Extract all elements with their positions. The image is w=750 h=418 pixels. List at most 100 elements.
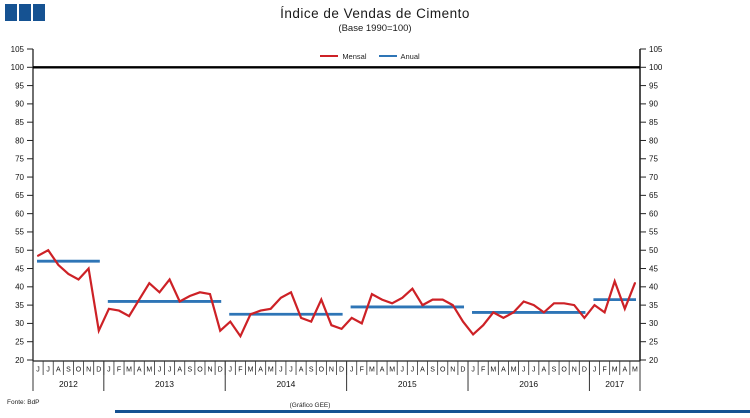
x-axis-month-label: J	[158, 367, 162, 374]
x-axis-month-label: F	[360, 367, 364, 374]
y-axis-label-right: 20	[649, 356, 658, 365]
x-axis-month-label: S	[187, 367, 192, 374]
x-axis-month-label: J	[350, 367, 354, 374]
logo	[5, 4, 45, 21]
x-axis-month-label: N	[208, 367, 213, 374]
x-axis-month-label: J	[229, 367, 233, 374]
y-axis-label-right: 60	[649, 209, 658, 218]
x-axis-month-label: M	[146, 367, 152, 374]
y-axis-label-right: 40	[649, 283, 658, 292]
footer-credit: (Gráfico GEE)	[289, 402, 331, 409]
chart-subtitle: (Base 1990=100)	[338, 23, 412, 34]
x-axis-month-label: A	[299, 367, 304, 374]
x-axis-month-label: J	[522, 367, 526, 374]
x-axis-month-label: N	[450, 367, 455, 374]
y-axis-label-right: 85	[649, 118, 658, 127]
y-axis-label-left: 20	[15, 356, 24, 365]
y-axis-label-left: 75	[15, 155, 24, 164]
y-axis-label-left: 70	[15, 173, 24, 182]
y-axis-label-right: 35	[649, 301, 658, 310]
y-axis-label-right: 30	[649, 319, 658, 328]
x-axis-month-label: O	[440, 367, 446, 374]
x-axis-month-label: J	[593, 367, 597, 374]
y-axis-label-left: 45	[15, 264, 24, 273]
y-axis-label-right: 95	[649, 81, 658, 90]
chart-title: Índice de Vendas de Cimento	[280, 6, 470, 21]
x-axis-month-label: M	[612, 367, 618, 374]
y-axis-label-right: 90	[649, 100, 658, 109]
legend-item-anual: Anual	[378, 51, 420, 61]
legend: Mensal Anual	[280, 50, 460, 62]
y-axis-label-right: 100	[649, 63, 663, 72]
x-axis-month-label: A	[177, 367, 182, 374]
x-axis-month-label: J	[279, 367, 283, 374]
legend-item-mensal: Mensal	[320, 52, 367, 61]
y-axis-label-left: 90	[15, 100, 24, 109]
x-axis-year-label: 2015	[398, 379, 417, 389]
x-axis-month-label: J	[36, 367, 40, 374]
bottom-rule	[115, 410, 750, 413]
footer-source: Fonte: BdP	[7, 399, 40, 406]
x-axis-month-label: J	[107, 367, 111, 374]
y-axis-label-left: 95	[15, 81, 24, 90]
x-axis-month-label: A	[622, 367, 627, 374]
x-axis-month-label: F	[481, 367, 485, 374]
x-axis-month-label: D	[96, 367, 101, 374]
y-axis-label-left: 40	[15, 283, 24, 292]
x-axis-month-label: S	[309, 367, 314, 374]
x-axis-month-label: S	[430, 367, 435, 374]
x-axis-month-label: M	[126, 367, 132, 374]
y-axis-label-right: 75	[649, 155, 658, 164]
x-axis-month-label: A	[501, 367, 506, 374]
y-axis-label-left: 55	[15, 228, 24, 237]
y-axis-label-right: 70	[649, 173, 658, 182]
x-axis-month-label: S	[552, 367, 557, 374]
y-axis-label-left: 30	[15, 319, 24, 328]
y-axis-label-right: 80	[649, 136, 658, 145]
x-axis-month-label: M	[389, 367, 395, 374]
x-axis-month-label: M	[511, 367, 517, 374]
x-axis-month-label: D	[582, 367, 587, 374]
y-axis-label-left: 35	[15, 301, 24, 310]
x-axis-month-label: F	[117, 367, 121, 374]
y-axis-label-left: 85	[15, 118, 24, 127]
mensal-line-swatch	[320, 54, 339, 58]
x-axis-month-label: M	[490, 367, 496, 374]
x-axis-month-label: M	[248, 367, 254, 374]
y-axis-label-right: 65	[649, 191, 658, 200]
x-axis-month-label: O	[76, 367, 82, 374]
x-axis-month-label: N	[86, 367, 91, 374]
x-axis-month-label: F	[602, 367, 606, 374]
x-axis-year-label: 2012	[59, 379, 78, 389]
y-axis-label-left: 65	[15, 191, 24, 200]
x-axis-month-label: A	[542, 367, 547, 374]
y-axis-label-left: 25	[15, 338, 24, 347]
legend-label-anual: Anual	[400, 51, 420, 61]
x-axis-month-label: A	[56, 367, 61, 374]
y-axis-label-right: 25	[649, 338, 658, 347]
logo-square-icon	[19, 4, 31, 21]
x-axis-month-label: M	[632, 367, 638, 374]
x-axis-month-label: A	[380, 367, 385, 374]
y-axis-label-right: 50	[649, 246, 658, 255]
x-axis-month-label: J	[401, 367, 405, 374]
x-axis-month-label: N	[329, 367, 334, 374]
y-axis-label-right: 105	[649, 45, 663, 54]
x-axis-year-label: 2014	[276, 379, 295, 389]
x-axis-month-label: J	[289, 367, 293, 374]
x-axis-month-label: J	[411, 367, 415, 374]
x-axis-month-label: S	[66, 367, 71, 374]
x-axis-month-label: M	[268, 367, 274, 374]
x-axis-month-label: D	[339, 367, 344, 374]
x-axis-month-label: J	[532, 367, 536, 374]
x-axis-year-label: 2013	[155, 379, 174, 389]
x-axis-month-label: O	[561, 367, 567, 374]
x-axis-year-label: 2017	[605, 379, 624, 389]
x-axis-month-label: J	[471, 367, 475, 374]
x-axis-month-label: D	[460, 367, 465, 374]
x-axis-month-label: A	[420, 367, 425, 374]
anual-line-swatch	[378, 54, 397, 58]
x-axis-month-label: N	[572, 367, 577, 374]
